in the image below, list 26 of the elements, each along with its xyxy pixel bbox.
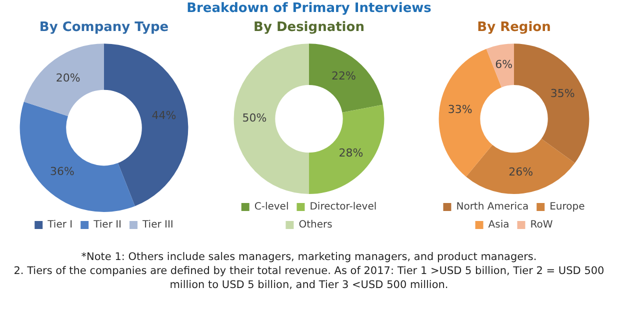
- text: Breakdown of Primary Interviews: [186, 0, 432, 18]
- data-label: 20%: [56, 71, 80, 84]
- chart-title: By Company Type: [39, 20, 169, 36]
- text: 2. Tiers of the companies are defined by their total revenue. As of 2017: Tier 1 >USD 5 billion, Tier 2 = USD 500 million to USD 5 billion, and Tier 3 <USD 500 million.: [12, 264, 606, 292]
- data-label: 22%: [332, 70, 356, 83]
- legend-label: Europe: [550, 202, 585, 213]
- data-label: 50%: [242, 112, 267, 125]
- chart-title: By Region: [477, 20, 551, 36]
- data-label: 28%: [338, 146, 364, 160]
- text: *Note 1: Others include sales managers, marketing managers, and product managers.: [80, 250, 538, 264]
- legend-label: North America: [456, 202, 529, 213]
- data-label: 35%: [550, 86, 575, 100]
- legend-label: Tier II: [92, 220, 122, 231]
- legend-label: Director-level: [310, 202, 377, 213]
- data-label: 44%: [152, 109, 176, 122]
- legend-label: Tier I: [46, 220, 73, 231]
- legend-label: C-level: [254, 202, 289, 213]
- chart-title: By Designation: [254, 20, 364, 36]
- data-label: 6%: [495, 58, 513, 72]
- legend-label: Others: [298, 220, 332, 231]
- data-label: 26%: [508, 166, 534, 179]
- legend-label: Asia: [488, 220, 510, 231]
- data-label: 36%: [50, 165, 74, 178]
- legend-label: RoW: [530, 220, 553, 231]
- legend-label: Tier III: [142, 220, 174, 231]
- data-label: 33%: [448, 103, 472, 116]
